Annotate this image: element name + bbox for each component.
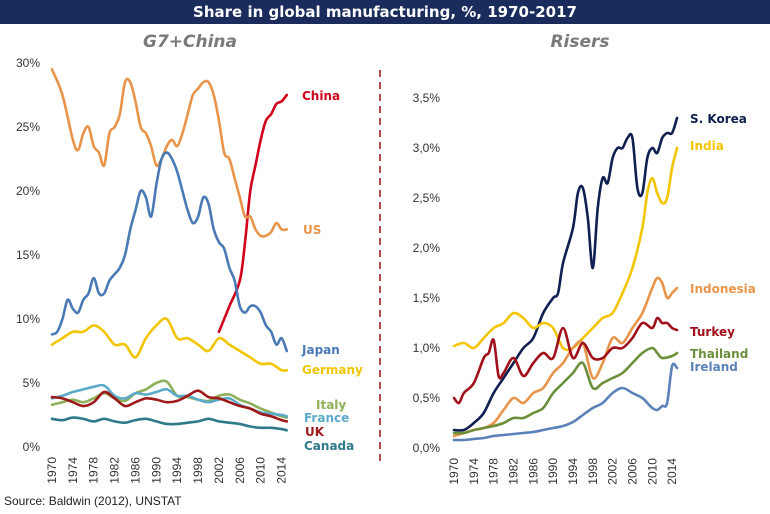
series-label: France: [304, 411, 349, 425]
series-label: US: [303, 223, 321, 237]
left-panel-title: G7+China: [142, 32, 237, 52]
y-tick-label: 15%: [16, 248, 40, 262]
x-tick-label: 1998: [586, 458, 600, 485]
y-tick-label: 30%: [16, 56, 40, 70]
x-tick-label: 2006: [625, 458, 639, 485]
series-label: Indonesia: [690, 282, 756, 296]
x-tick-label: 2010: [254, 457, 268, 484]
x-tick-label: 1986: [128, 457, 142, 484]
x-tick-label: 1982: [108, 457, 122, 484]
x-tick-label: 2014: [665, 458, 679, 485]
series-line-ireland: [452, 362, 679, 442]
series-label: S. Korea: [690, 112, 747, 126]
x-tick-label: 2006: [233, 457, 247, 484]
series-label: Germany: [302, 363, 363, 377]
series-line-s-korea: [452, 116, 679, 432]
x-tick-label: 1998: [191, 457, 205, 484]
y-tick-label: 0,5%: [413, 391, 441, 405]
series-line-canada: [50, 416, 289, 432]
x-tick-label: 2002: [212, 457, 226, 484]
x-tick-label: 2010: [645, 458, 659, 485]
series-label: Italy: [316, 398, 346, 412]
y-tick-label: 0,0%: [413, 441, 441, 455]
x-tick-label: 1982: [506, 458, 520, 485]
series-line-uk: [50, 389, 289, 423]
x-tick-label: 1974: [66, 457, 80, 484]
series-label: Thailand: [690, 347, 748, 361]
series-line-turkey: [452, 316, 679, 405]
y-tick-label: 3,5%: [413, 91, 441, 105]
series-line-japan: [50, 151, 289, 353]
x-tick-label: 2002: [606, 458, 620, 485]
x-tick-label: 1978: [487, 458, 501, 485]
series-label: China: [302, 89, 340, 103]
x-tick-label: 1990: [546, 458, 560, 485]
x-tick-label: 2014: [275, 457, 289, 484]
y-tick-label: 2,0%: [413, 241, 441, 255]
x-tick-label: 1990: [149, 457, 163, 484]
g7-china-panel: 0% 5% 10% 15% 20% 25% 30% 1970 1974 1978 1982 1986 1…: [16, 56, 363, 484]
x-tick-label: 1994: [566, 458, 580, 485]
y-tick-label: 0%: [23, 440, 41, 454]
series-line-india: [452, 146, 679, 352]
risers-panel: 0,0% 0,5% 1,0% 1,5% 2,0% 2,5% 3,0% 3,5% 1970 1974…: [413, 91, 756, 485]
series-label: India: [690, 139, 724, 153]
right-panel-title: Risers: [550, 32, 610, 52]
y-tick-label: 20%: [16, 184, 40, 198]
x-tick-label: 1970: [447, 458, 461, 485]
y-tick-label: 3,0%: [413, 141, 441, 155]
x-tick-label: 1986: [526, 458, 540, 485]
y-tick-label: 1,5%: [413, 291, 441, 305]
chart-title: Share in global manufacturing, %, 1970-2…: [0, 0, 770, 24]
series-label: Canada: [304, 439, 354, 453]
x-tick-label: 1994: [170, 457, 184, 484]
source-note: Source: Baldwin (2012), UNSTAT: [4, 494, 182, 508]
series-label: UK: [305, 425, 325, 439]
series-line-china: [217, 93, 289, 334]
y-tick-label: 25%: [16, 120, 40, 134]
series-label: Ireland: [690, 360, 738, 374]
x-tick-label: 1974: [467, 458, 481, 485]
y-tick-label: 10%: [16, 312, 40, 326]
y-tick-label: 1,0%: [413, 341, 441, 355]
x-tick-label: 1970: [45, 457, 59, 484]
y-tick-label: 2,5%: [413, 191, 441, 205]
series-line-italy: [50, 379, 289, 419]
y-tick-label: 5%: [23, 376, 41, 390]
series-line-us: [50, 68, 289, 238]
series-label: Turkey: [690, 325, 735, 339]
x-tick-label: 1978: [87, 457, 101, 484]
series-line-indonesia: [452, 276, 679, 438]
series-line-germany: [50, 317, 289, 372]
series-label: Japan: [301, 343, 340, 357]
series-line-thailand: [452, 346, 679, 435]
